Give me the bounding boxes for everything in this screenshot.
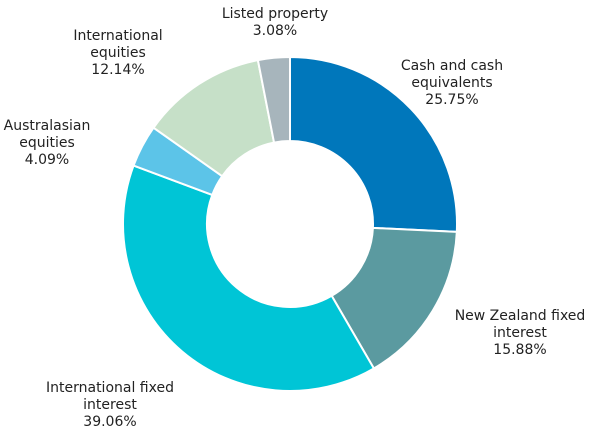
value-label: 25.75% bbox=[425, 92, 479, 108]
category-label: International equities bbox=[73, 28, 163, 61]
value-label: 39.06% bbox=[83, 414, 137, 430]
category-label: Listed property bbox=[221, 6, 329, 22]
slice-label: International equities 12.14% bbox=[61, 28, 176, 79]
value-label: 3.08% bbox=[252, 23, 298, 39]
category-label: Australasian equities bbox=[3, 118, 91, 151]
slice bbox=[289, 55, 458, 233]
slice bbox=[122, 164, 376, 392]
slice bbox=[330, 226, 458, 370]
value-label: 15.88% bbox=[493, 342, 547, 358]
value-label: 4.09% bbox=[24, 152, 70, 168]
slice-label: Listed property 3.08% bbox=[190, 6, 360, 40]
category-label: Cash and cash equivalents bbox=[400, 58, 504, 91]
slice-label: International fixed interest 39.06% bbox=[33, 380, 188, 431]
value-label: 12.14% bbox=[91, 62, 145, 78]
slice-label: Cash and cash equivalents 25.75% bbox=[392, 58, 512, 109]
slice bbox=[256, 55, 291, 144]
category-label: New Zealand fixed interest bbox=[454, 308, 586, 341]
slice-label: Australasian equities 4.09% bbox=[0, 118, 102, 169]
category-label: International fixed interest bbox=[46, 380, 174, 413]
slice-label: New Zealand fixed interest 15.88% bbox=[445, 308, 595, 359]
